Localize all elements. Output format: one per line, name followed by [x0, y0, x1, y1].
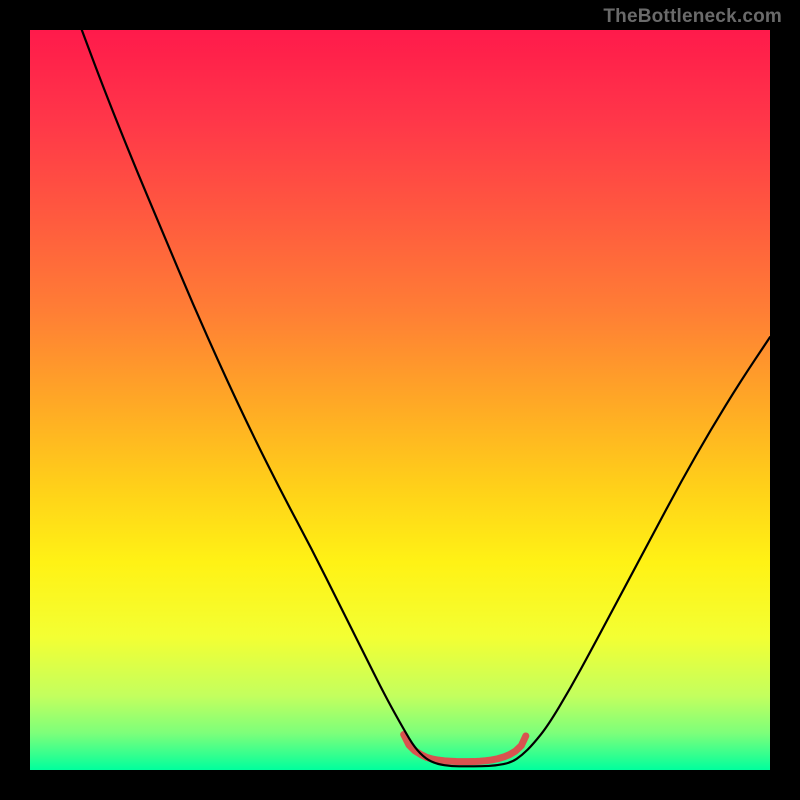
chart-background — [30, 30, 770, 770]
watermark-text: TheBottleneck.com — [603, 6, 782, 28]
bottleneck-chart — [30, 30, 770, 770]
